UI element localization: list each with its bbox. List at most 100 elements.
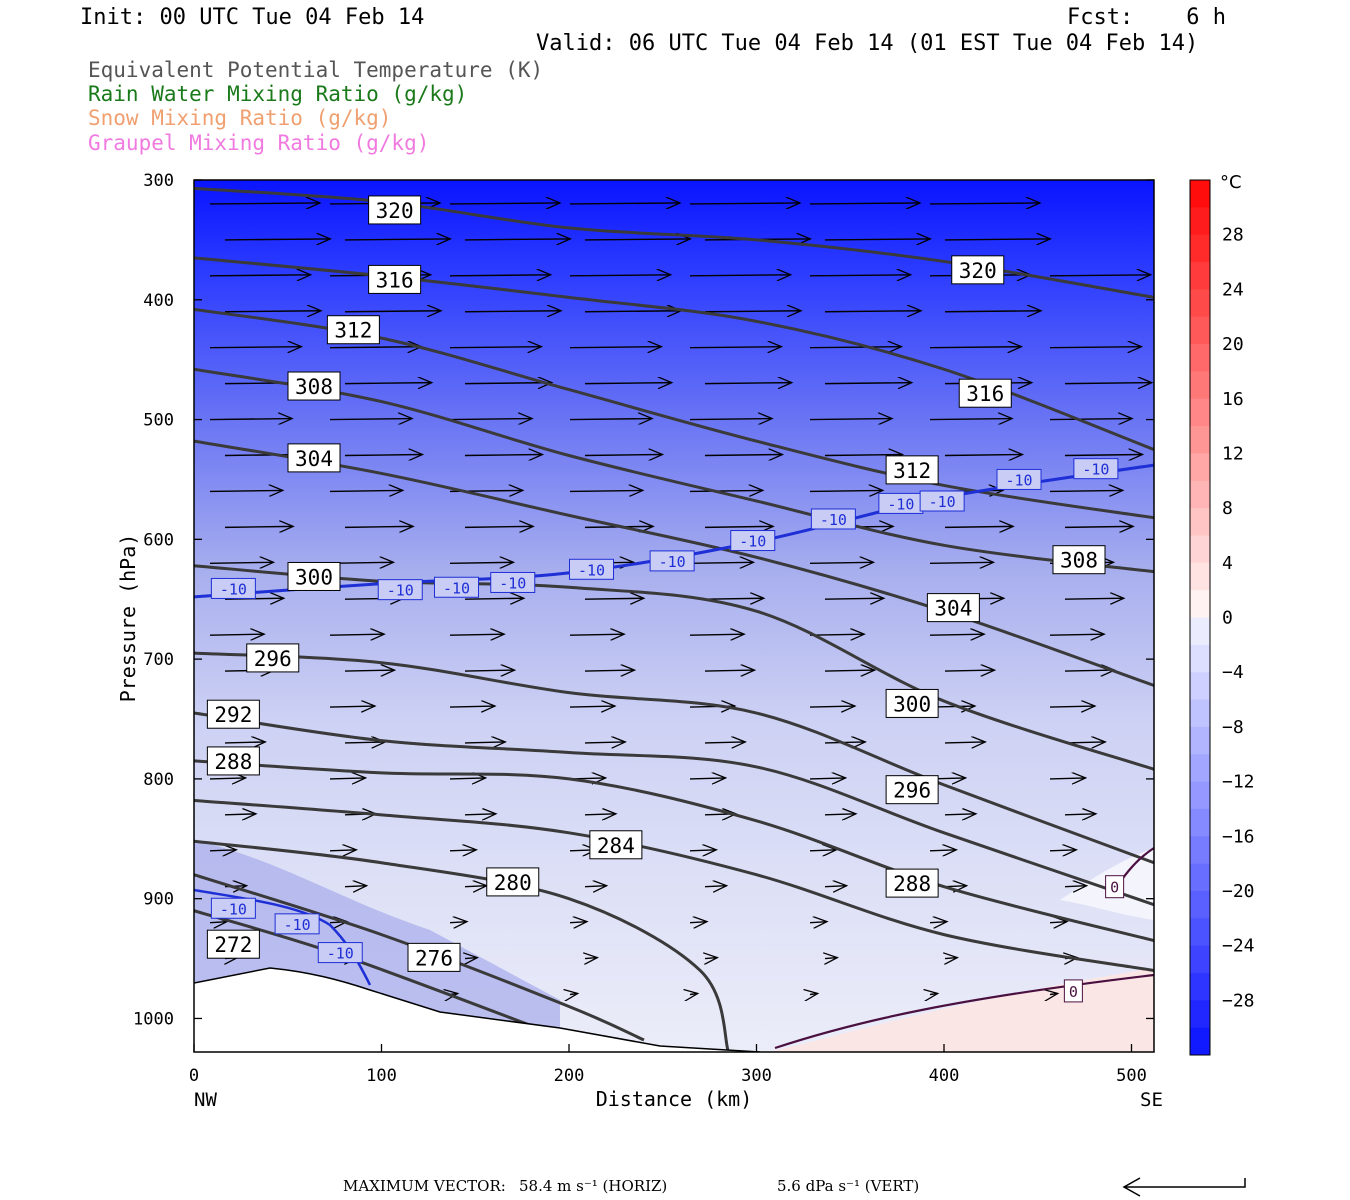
temp-label: -10 <box>659 553 686 571</box>
colorbar-bin <box>1190 781 1210 810</box>
temp-label: -10 <box>220 900 247 918</box>
temp-label-box <box>730 530 776 552</box>
temp-label: -10 <box>327 945 354 963</box>
forecast-hour: Fcst: 6 h <box>1067 5 1226 30</box>
wind-vector <box>329 634 384 635</box>
wind-vector <box>809 706 855 707</box>
temp-label-box <box>649 550 695 572</box>
colorbar-bin <box>1190 754 1210 783</box>
wind-vector <box>329 419 412 420</box>
wind-vector <box>944 239 1050 240</box>
temp-label-box <box>210 897 256 919</box>
wind-vector <box>689 850 716 851</box>
wind-vector <box>224 814 256 815</box>
temp-label: -10 <box>1082 461 1109 479</box>
colorbar-bin <box>1190 972 1210 1001</box>
theta-e-label: 276 <box>415 946 453 970</box>
colorbar-bin <box>1190 890 1210 919</box>
colorbar-label: −20 <box>1222 881 1255 902</box>
wind-vector <box>704 526 773 527</box>
colorbar-bin <box>1190 234 1210 263</box>
legend-graupel: Graupel Mixing Ratio (g/kg) <box>88 131 430 155</box>
theta-e-label: 280 <box>494 871 532 895</box>
temp-label-box <box>490 571 536 593</box>
wind-vector <box>689 634 744 635</box>
theta-e-label-box <box>206 746 260 776</box>
theta-e-label-box <box>486 867 540 897</box>
wind-vector <box>824 598 884 599</box>
wind-vector <box>689 419 772 420</box>
wind-vector <box>569 203 680 204</box>
theta-e-label: 288 <box>893 872 931 896</box>
wind-vector <box>329 562 394 563</box>
theta-e-label-box <box>287 443 341 473</box>
wind-vector <box>809 419 892 420</box>
theta-e-label-box <box>885 455 939 485</box>
wind-vector <box>344 383 432 384</box>
plot-area: 320 320 316 316 312 312 308 308 304 304 300 300 296 2… <box>194 180 1154 1052</box>
freezing-label: 0 <box>1069 983 1078 1001</box>
theta-e-label: 308 <box>295 375 333 399</box>
colorbar-bin <box>1190 316 1210 345</box>
legend-rain: Rain Water Mixing Ratio (g/kg) <box>88 82 468 106</box>
wind-vector <box>690 994 698 995</box>
wind-vector <box>569 419 652 420</box>
colorbar-bin <box>1190 453 1210 482</box>
wind-vector <box>584 239 690 240</box>
theta-e-280 <box>194 839 730 1052</box>
theta-e-label-box <box>206 929 260 959</box>
wind-vector <box>1064 886 1087 887</box>
wind-vector <box>584 311 681 312</box>
wind-vector <box>689 490 763 491</box>
x-tick-label: 100 <box>366 1066 397 1086</box>
colorbar-bin <box>1190 535 1210 564</box>
colorbar-bin <box>1190 508 1210 536</box>
y-tick-label: 300 <box>143 171 174 191</box>
wind-vector <box>1049 419 1132 420</box>
wind-vector <box>824 814 856 815</box>
terrain-outline <box>194 967 761 1052</box>
wind-vector <box>464 598 524 599</box>
x-axis-title: Distance (km) <box>596 1087 753 1111</box>
wind-vector <box>464 814 496 815</box>
wind-vector <box>449 419 532 420</box>
wind-vector <box>929 562 994 563</box>
wind-vector <box>704 311 801 312</box>
theta-e-label: 300 <box>295 565 333 589</box>
colorbar-bin <box>1190 945 1210 974</box>
colorbar-unit: °C <box>1220 172 1242 193</box>
temp-label: -10 <box>820 511 847 529</box>
wind-vector <box>224 742 265 743</box>
temp-label-box <box>434 576 479 598</box>
wind-vector <box>824 670 875 671</box>
theta-e-label-box <box>885 688 939 718</box>
colorbar-bin <box>1190 1027 1210 1056</box>
theta-e-label: 312 <box>334 319 372 343</box>
colorbar-bin <box>1190 398 1210 427</box>
wind-vector <box>1049 850 1076 851</box>
wind-vector <box>704 598 764 599</box>
wind-vector <box>1049 706 1095 707</box>
wind-vector <box>464 383 552 384</box>
wind-vector <box>825 958 837 959</box>
freezing-label-box <box>1105 875 1125 899</box>
temp-label-box <box>996 468 1042 490</box>
theta-e-label: 316 <box>376 268 414 292</box>
wind-vector <box>944 742 985 743</box>
wind-vector <box>584 383 672 384</box>
wind-vector <box>584 814 616 815</box>
colorbar-bin <box>1190 836 1210 865</box>
temp-label: -10 <box>887 495 914 513</box>
wind-vector <box>209 634 264 635</box>
colorbar-label: 12 <box>1222 443 1244 464</box>
theta-e-label-box <box>885 775 939 805</box>
colorbar-label: 0 <box>1222 608 1233 629</box>
wind-vector <box>584 742 625 743</box>
temp-label-box <box>919 490 965 512</box>
wind-vector <box>329 490 403 491</box>
valid-time: Valid: 06 UTC Tue 04 Feb 14 (01 EST Tue … <box>536 31 1199 56</box>
wind-vector <box>704 742 745 743</box>
wind-vector <box>449 275 551 276</box>
wind-vector <box>329 778 366 779</box>
